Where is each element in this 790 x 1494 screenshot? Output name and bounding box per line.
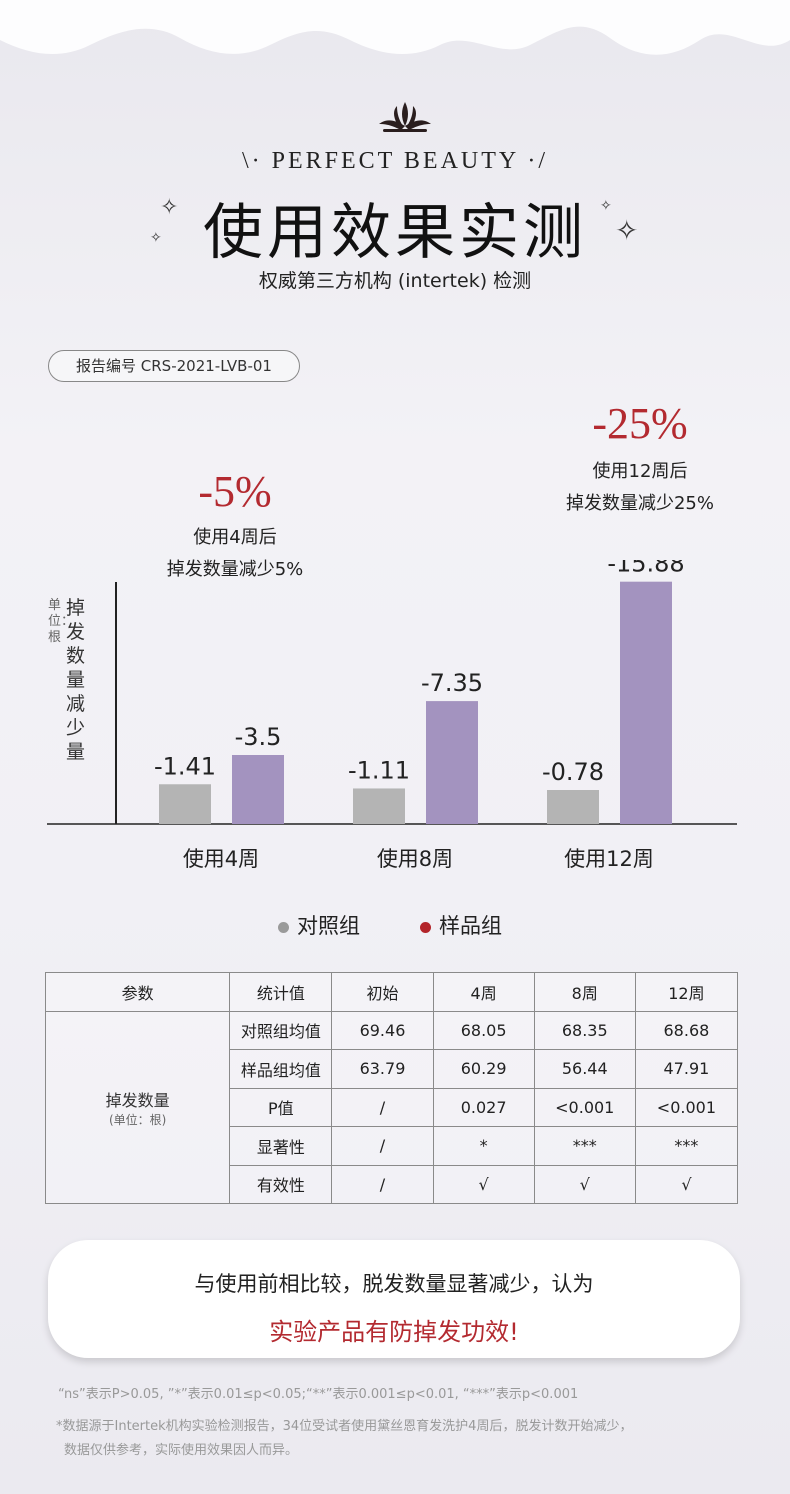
header-cell: 8周 <box>533 972 636 1012</box>
table-header-row: 参数 统计值 初始 4周 8周 12周 <box>44 972 739 1012</box>
wave-header-decoration <box>0 0 790 55</box>
footnote-disclaimer: 数据仅供参考，实际使用效果因人而异。 <box>64 1443 299 1458</box>
data-label: -1.11 <box>348 756 410 784</box>
conclusion-line1: 与使用前相比较，脱发数量显著减少，认为 <box>194 1272 594 1296</box>
bar-control-0 <box>159 784 211 824</box>
header-cell: 统计值 <box>229 972 333 1012</box>
callout-12w-text: 使用12周后掉发数量减少25% <box>515 456 765 520</box>
table-cell: <0.001 <box>533 1087 636 1127</box>
legend-label: 样品组 <box>439 914 502 938</box>
bar-sample-2 <box>620 581 672 824</box>
callout-4w-percent: -5% <box>198 467 272 516</box>
conclusion-box: 与使用前相比较，脱发数量显著减少，认为 实验产品有防掉发功效! <box>48 1240 740 1358</box>
legend-control: 对照组 <box>278 910 360 940</box>
table-row: 掉发数量 (单位：根) 对照组均值 69.46 68.05 68.35 68.68 <box>44 1010 739 1204</box>
legend-dot <box>420 921 431 933</box>
table-row: P值/0.027 <0.001 <0.001 <box>46 1087 739 1127</box>
callout-line: 使用4周后 <box>193 527 277 548</box>
bar-chart: -1.41 -3.5 使用4周 -1.11 -7.35 使用8周 -0.78 -15.88 使用… <box>47 560 737 871</box>
sparkle-icon: ✧ <box>150 230 162 246</box>
data-label: -0.78 <box>542 758 604 786</box>
table-cell: 对照组均值 <box>229 1010 333 1050</box>
table-cell: <0.001 <box>634 1087 739 1127</box>
data-table: 参数 统计值 初始 4周 8周 12周 掉发数量 (单位：根) 对照组均值 69.46… <box>44 972 739 1204</box>
y-axis-label: 掉发数量减少量 <box>66 597 86 763</box>
x-tick-label: 使用8周 <box>377 847 453 871</box>
callout-line: 掉发数量减少25% <box>565 493 714 514</box>
table-cell: 68.05 <box>432 1010 535 1050</box>
param-cell: 掉发数量 (单位：根) <box>44 1010 231 1204</box>
ornament-icon <box>379 102 431 132</box>
tagline: \· PERFECT BEAUTY ·/ <box>241 148 548 174</box>
table-cell: *** <box>634 1126 739 1166</box>
header-cell: 初始 <box>331 972 434 1012</box>
sparkle-icon: ✧ <box>600 198 612 214</box>
bar-control-2 <box>547 790 599 824</box>
table-cell: * <box>432 1126 535 1166</box>
sparkle-icon: ✧ <box>615 214 639 247</box>
table-cell: √ <box>634 1164 739 1204</box>
table-cell: 68.35 <box>533 1010 636 1050</box>
x-tick-label: 使用4周 <box>183 847 259 871</box>
callout-line: 掉发数量减少5% <box>166 559 304 580</box>
callout-4w-text: 使用4周后掉发数量减少5% <box>115 522 355 586</box>
data-label: -3.5 <box>235 723 282 751</box>
legend-sample: 样品组 <box>420 910 502 940</box>
bar-sample-1 <box>426 701 478 824</box>
data-label: -1.41 <box>154 752 216 780</box>
table-cell: 68.68 <box>634 1010 739 1050</box>
table-cell: 显著性 <box>229 1126 333 1166</box>
page-title: 使用效果实测 <box>203 198 587 268</box>
legend-label: 对照组 <box>297 914 360 938</box>
table-cell: 有效性 <box>229 1164 333 1204</box>
table-cell: 样品组均值 <box>229 1049 333 1089</box>
callout-12w-percent: -25% <box>592 399 688 448</box>
table-cell: 0.027 <box>432 1087 535 1127</box>
table-cell: 60.29 <box>432 1049 535 1089</box>
table-cell: √ <box>432 1164 535 1204</box>
report-number-badge: 报告编号 CRS-2021-LVB-01 <box>48 350 300 382</box>
legend-dot <box>278 921 289 933</box>
table-cell: 63.79 <box>331 1049 434 1089</box>
table-cell: P值 <box>229 1087 333 1127</box>
table-row: 有效性 / √ √ √ <box>46 1164 739 1204</box>
param-name: 掉发数量 <box>105 1090 170 1110</box>
bar-sample-0 <box>232 755 284 824</box>
footnote-significance: “ns”表示P>0.05, ”*”表示0.01≤p<0.05;“**”表示0.0… <box>58 1387 579 1402</box>
table-cell: 56.44 <box>533 1049 636 1089</box>
table-cell: / <box>331 1126 434 1166</box>
bar-control-1 <box>353 788 405 824</box>
table-cell: / <box>331 1164 434 1204</box>
table-cell: / <box>331 1087 434 1127</box>
header-cell: 4周 <box>432 972 535 1012</box>
conclusion-line2: 实验产品有防掉发功效! <box>269 1318 519 1346</box>
subtitle: 权威第三方机构 (intertek) 检测 <box>258 270 532 292</box>
table-cell: *** <box>533 1126 636 1166</box>
data-label: -15.88 <box>607 560 684 578</box>
x-tick-label: 使用12周 <box>564 847 654 871</box>
table-cell: √ <box>533 1164 636 1204</box>
table-cell: 69.46 <box>331 1010 434 1050</box>
callout-line: 使用12周后 <box>592 461 688 482</box>
table-row: 显著性 / * *** *** <box>46 1126 739 1166</box>
table-cell: 47.91 <box>634 1049 739 1089</box>
param-unit: (单位：根) <box>108 1112 167 1127</box>
header-cell: 参数 <box>44 972 231 1012</box>
sparkle-icon: ✧ <box>160 195 179 220</box>
footnote-source: *数据源于Intertek机构实验检测报告，34位受试者使用黛丝恩育发洗护4周后… <box>56 1419 633 1434</box>
header-cell: 12周 <box>634 972 739 1012</box>
data-label: -7.35 <box>421 669 483 697</box>
